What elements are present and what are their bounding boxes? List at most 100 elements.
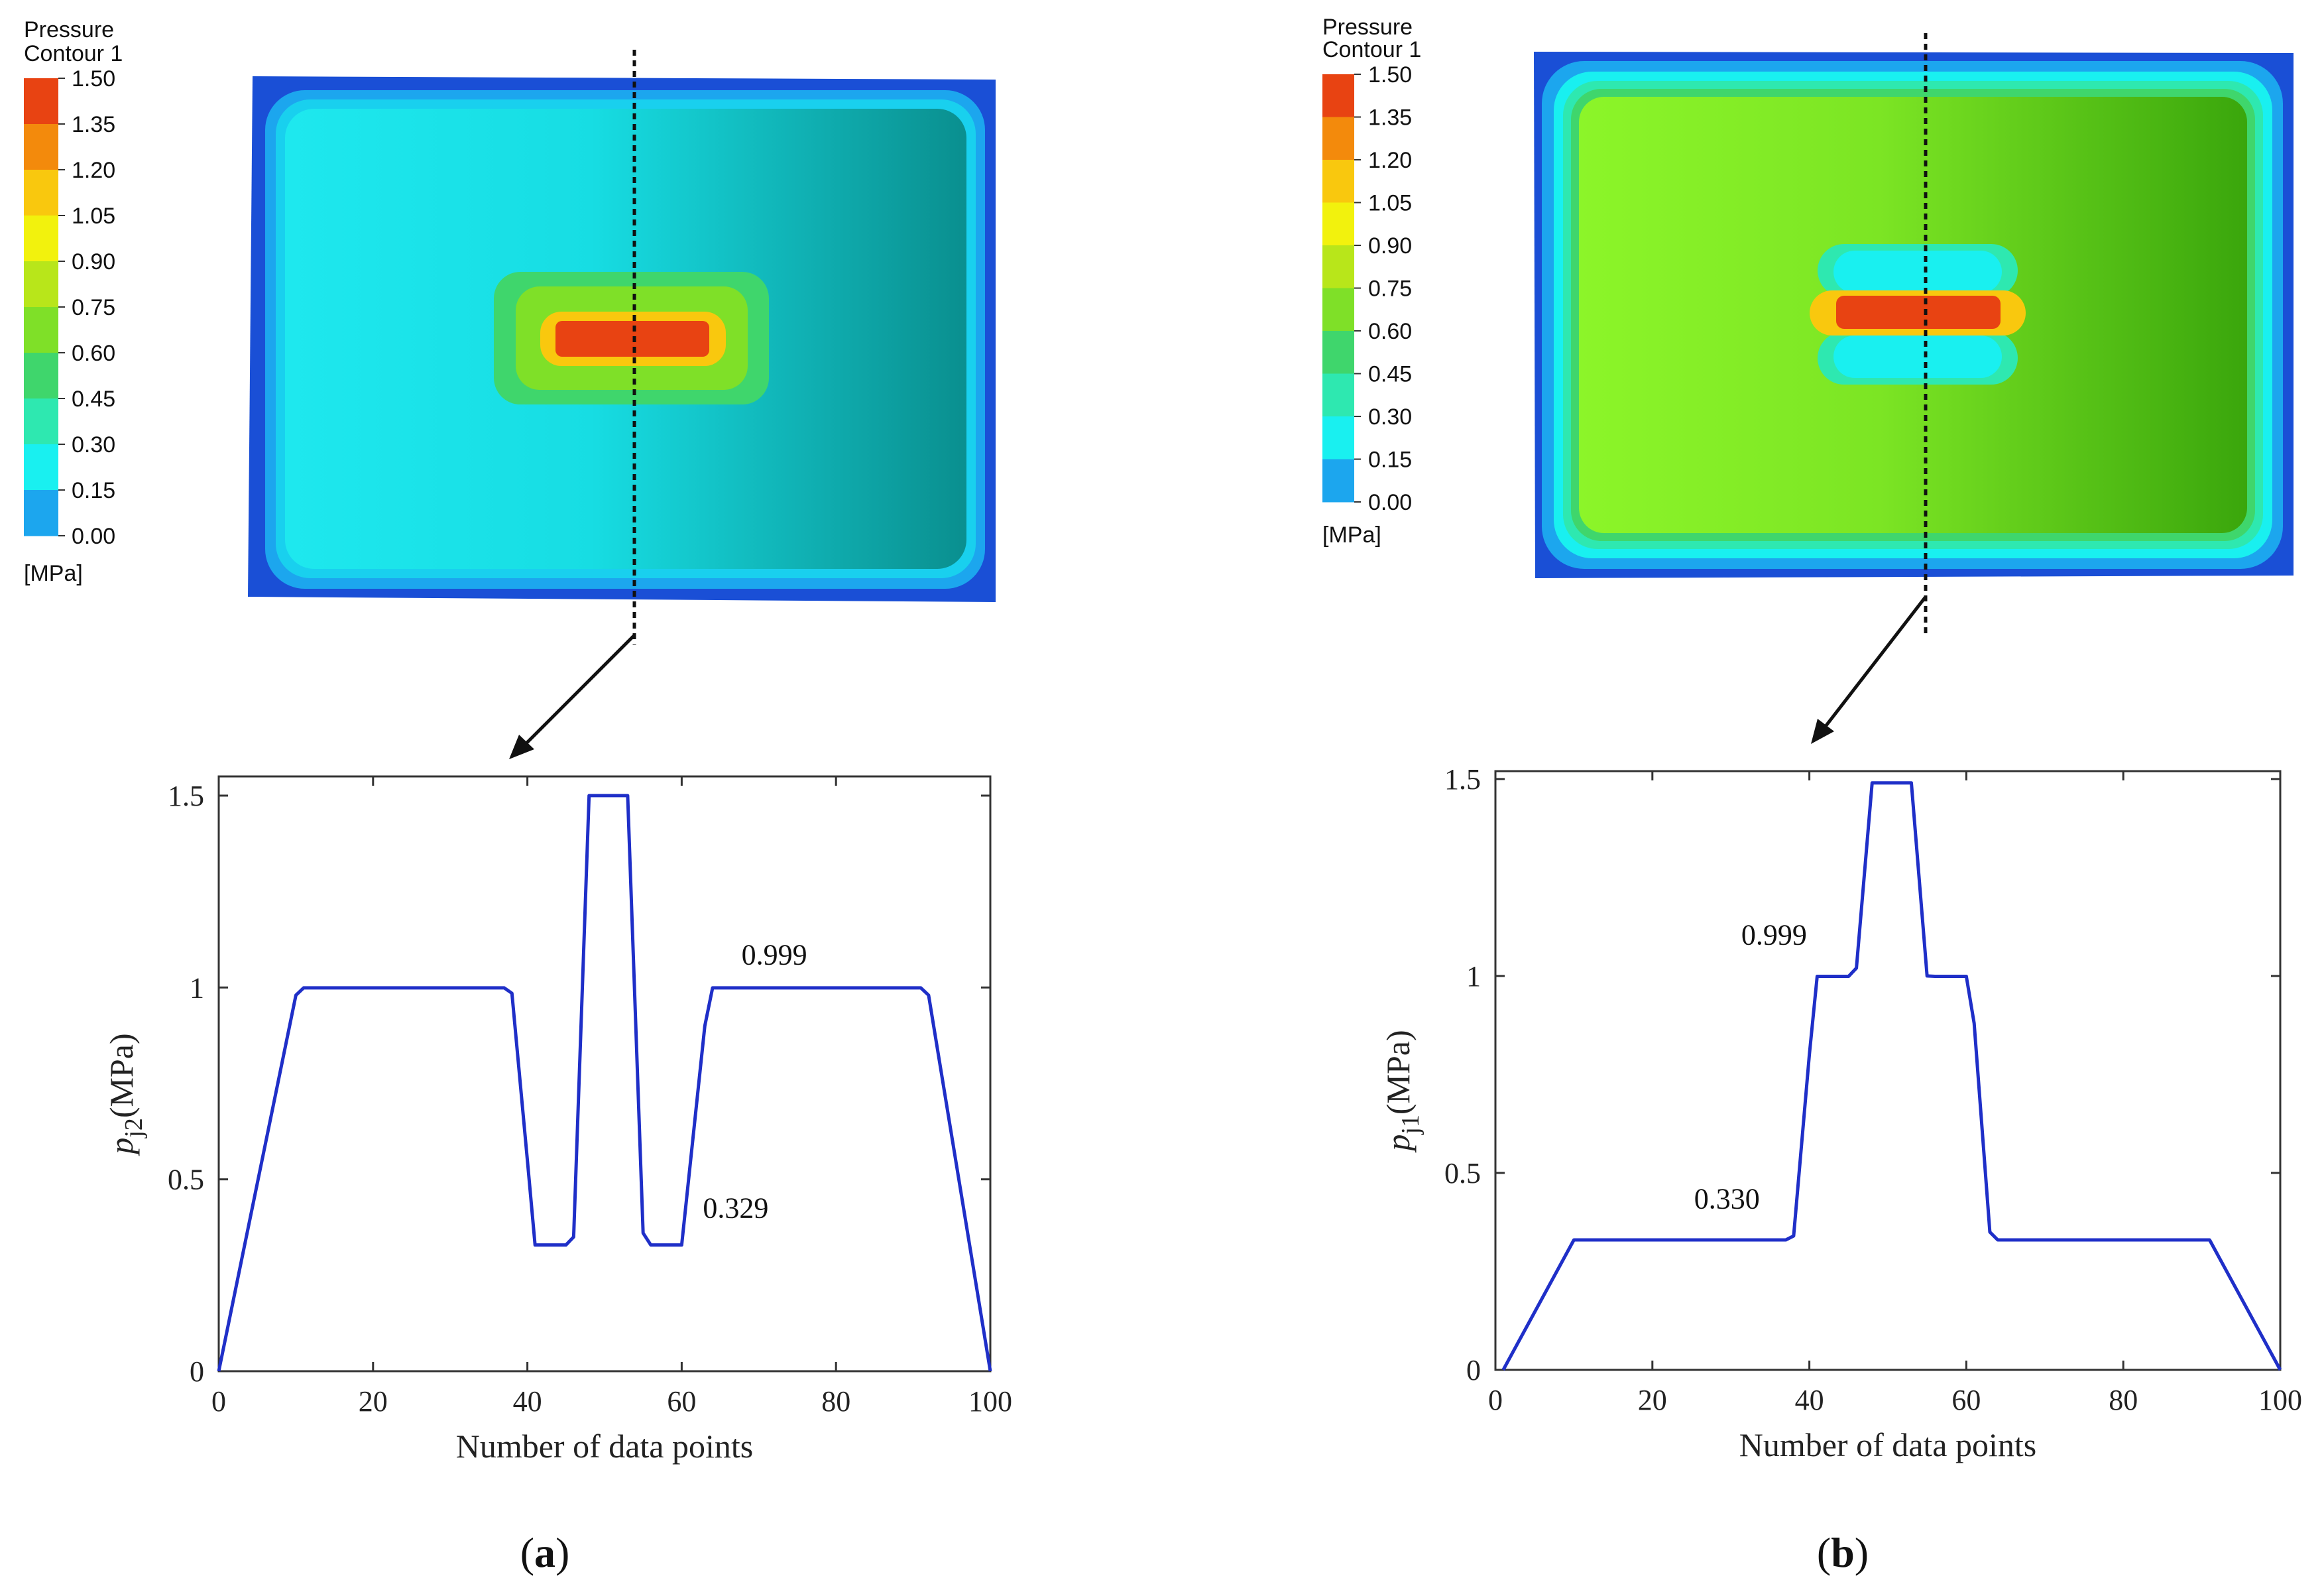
series-line-p_j1: [1501, 781, 2282, 1371]
section-arrow-head-b: [1811, 719, 1834, 744]
line-chart-b: 0 20 40 60 80 100 0 0.5 1 1.5 Number of data point…: [1379, 763, 2302, 1463]
legend-title-a-line2: Contour 1: [24, 41, 123, 66]
legend-swatch: [1322, 416, 1354, 459]
y-tick-label: 0.5: [168, 1164, 204, 1196]
contour-center-hot-a: [555, 321, 709, 357]
legend-swatch: [24, 261, 58, 308]
y-tick-label: 0.5: [1444, 1157, 1481, 1190]
legend-colorbar-b: [1322, 74, 1354, 503]
x-tick-label: 80: [821, 1385, 850, 1418]
data-annotation: 0.329: [703, 1192, 768, 1225]
y-tick-label: 1.5: [1444, 763, 1481, 796]
legend-tick-label: 0.60: [72, 341, 115, 366]
legend-tick-label: 1.50: [1368, 62, 1412, 88]
y-axis-label-unit: (MPa): [1379, 1030, 1417, 1115]
legend-tick-label: 0.30: [1368, 404, 1412, 430]
legend-b: Pressure Contour 1 1.50 1.35 1.20 1.05 0.90 0…: [1322, 15, 1421, 548]
x-tick-label: 60: [667, 1385, 696, 1418]
legend-tick-label: 0.00: [72, 524, 115, 549]
panel-caption-b-open: (: [1817, 1529, 1831, 1576]
legend-tick-label: 1.50: [72, 66, 115, 92]
legend-tick-label: 1.05: [1368, 191, 1412, 216]
data-annotation: 0.999: [1741, 918, 1807, 951]
y-tick-label: 0: [1466, 1354, 1481, 1386]
y-tick-label: 0: [190, 1355, 204, 1388]
y-axis-label-subscript: j2: [120, 1118, 148, 1139]
contour-plot-b: [1534, 33, 2294, 744]
x-tick-label: 20: [359, 1385, 388, 1418]
x-tick-label: 100: [2258, 1384, 2302, 1416]
series-line-p_j2: [217, 794, 992, 1372]
legend-tick-label: 0.00: [1368, 490, 1412, 515]
legend-title-a-line1: Pressure: [24, 17, 114, 42]
y-axis-label-unit: (MPa): [103, 1033, 140, 1118]
plot-frame: [217, 775, 992, 1373]
section-arrow-head-a: [509, 735, 534, 759]
panel-caption-a-open: (: [520, 1529, 534, 1576]
y-tick-label: 1.5: [168, 780, 204, 812]
legend-tick-label: 1.35: [72, 112, 115, 137]
panel-caption-a-close: ): [555, 1529, 569, 1576]
legend-title-b-line2: Contour 1: [1322, 37, 1421, 62]
legend-tick-label: 0.15: [1368, 448, 1412, 473]
x-tick-label: 60: [1951, 1384, 1981, 1416]
legend-tick-label: 1.35: [1368, 105, 1412, 131]
legend-swatch: [24, 215, 58, 262]
section-arrow-shaft-a: [522, 634, 636, 747]
x-tick-label: 20: [1638, 1384, 1667, 1416]
y-tick-label: 1: [190, 971, 204, 1004]
legend-swatch: [24, 170, 58, 216]
legend-swatch: [24, 398, 58, 445]
legend-swatch: [24, 124, 58, 170]
legend-swatch: [1322, 459, 1354, 503]
plot-frame: [1494, 770, 2282, 1371]
panel-caption-b-letter: b: [1831, 1529, 1855, 1576]
x-axis-label: Number of data points: [1739, 1426, 2037, 1463]
x-tick-label: 80: [2109, 1384, 2138, 1416]
x-tick-label: 0: [211, 1385, 226, 1418]
legend-colorbar-a: [24, 78, 58, 536]
panel-caption-b-close: ): [1855, 1529, 1869, 1576]
legend-swatch: [24, 444, 58, 491]
x-axis-label: Number of data points: [456, 1428, 754, 1465]
legend-swatch: [1322, 160, 1354, 203]
legend-unit-b: [MPa]: [1322, 522, 1381, 548]
contour-center-bottom-core-b: [1833, 336, 2002, 378]
legend-tick-label: 1.20: [1368, 148, 1412, 173]
legend-tick-label: 0.30: [72, 432, 115, 458]
legend-swatch: [24, 490, 58, 536]
contour-center-hot-b: [1836, 296, 2001, 329]
legend-swatch: [24, 307, 58, 353]
legend-tick-label: 0.90: [72, 249, 115, 275]
panel-caption-b: (b): [1817, 1529, 1869, 1576]
legend-swatch: [1322, 331, 1354, 374]
legend-swatch: [1322, 288, 1354, 332]
x-tick-label: 0: [1488, 1384, 1503, 1416]
legend-tick-label: 0.75: [72, 295, 115, 320]
legend-swatch: [1322, 245, 1354, 288]
x-tick-label: 40: [1795, 1384, 1824, 1416]
legend-ticks-b: 1.50 1.35 1.20 1.05 0.90 0.75 0.60 0.45 0.30 0.15…: [1354, 62, 1412, 515]
panel-caption-a-letter: a: [534, 1529, 555, 1576]
legend-tick-label: 0.45: [1368, 362, 1412, 387]
legend-title-b-line1: Pressure: [1322, 15, 1413, 40]
legend-tick-label: 0.90: [1368, 233, 1412, 259]
contour-plot-a: [248, 50, 996, 759]
legend-tick-label: 0.75: [1368, 276, 1412, 302]
x-tick-label: 40: [513, 1385, 542, 1418]
legend-tick-label: 0.15: [72, 478, 115, 503]
y-axis-label-symbol: p: [103, 1138, 140, 1156]
legend-swatch: [1322, 74, 1354, 117]
legend-tick-label: 0.60: [1368, 319, 1412, 344]
legend-tick-label: 0.45: [72, 387, 115, 412]
y-axis-label: pj1(MPa): [1379, 1030, 1424, 1152]
y-axis-label-symbol: p: [1379, 1134, 1417, 1153]
section-arrow-shaft-b: [1823, 595, 1927, 729]
y-axis-label-subscript: j1: [1397, 1115, 1424, 1136]
data-annotation: 0.330: [1694, 1182, 1760, 1215]
legend-swatch: [1322, 373, 1354, 417]
legend-swatch: [24, 353, 58, 399]
legend-tick-label: 1.05: [72, 204, 115, 229]
panel-caption-a: (a): [520, 1529, 570, 1576]
